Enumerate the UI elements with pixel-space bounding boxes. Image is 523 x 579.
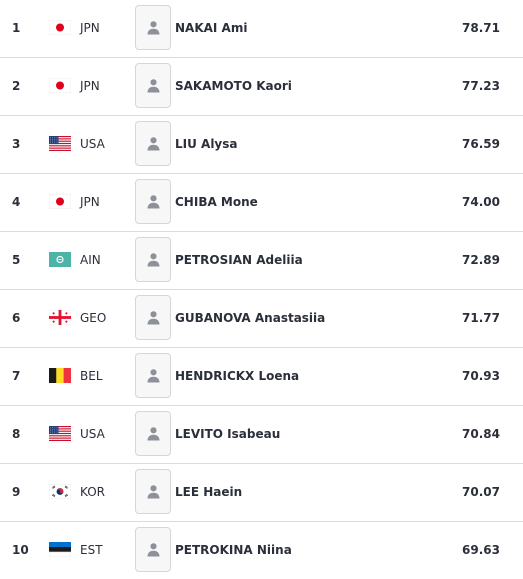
- athlete-name[interactable]: SAKAMOTO Kaori: [175, 79, 292, 93]
- score-value: 69.63: [462, 543, 500, 557]
- athlete-name[interactable]: LEE Haein: [175, 485, 243, 499]
- athlete-name[interactable]: LEVITO Isabeau: [175, 427, 281, 441]
- nation-code: EST: [80, 543, 103, 557]
- rank-number: 5: [12, 253, 21, 267]
- score-value: 74.00: [462, 195, 500, 209]
- athlete-avatar[interactable]: [135, 5, 171, 50]
- nation-code: USA: [80, 427, 105, 441]
- nation-code: BEL: [80, 369, 103, 383]
- score-value: 70.84: [462, 427, 500, 441]
- result-row[interactable]: 7 BEL HENDRICKX Loena 70.93: [0, 348, 523, 406]
- rank-number: 8: [12, 427, 21, 441]
- athlete-name[interactable]: PETROSIAN Adeliia: [175, 253, 303, 267]
- rank-number: 10: [12, 543, 29, 557]
- usa-flag-icon: [49, 426, 71, 441]
- athlete-avatar[interactable]: [135, 63, 171, 108]
- rank-number: 2: [12, 79, 21, 93]
- korea-flag-icon: [49, 484, 71, 499]
- score-value: 77.23: [462, 79, 500, 93]
- nation-code: USA: [80, 137, 105, 151]
- nation-code: JPN: [80, 21, 100, 35]
- score-value: 71.77: [462, 311, 500, 325]
- athlete-name[interactable]: NAKAI Ami: [175, 21, 248, 35]
- nation-code: GEO: [80, 311, 107, 325]
- belgium-flag-icon: [49, 368, 71, 383]
- athlete-name[interactable]: HENDRICKX Loena: [175, 369, 300, 383]
- athlete-name[interactable]: LIU Alysa: [175, 137, 238, 151]
- result-row[interactable]: 2 JPN SAKAMOTO Kaori 77.23: [0, 58, 523, 116]
- ain-flag-icon: [49, 252, 71, 267]
- nation-code: JPN: [80, 79, 100, 93]
- result-row[interactable]: 5 AIN PETROSIAN Adeliia 72.89: [0, 232, 523, 290]
- athlete-avatar[interactable]: [135, 179, 171, 224]
- athlete-name[interactable]: PETROKINA Niina: [175, 543, 292, 557]
- score-value: 70.93: [462, 369, 500, 383]
- nation-code: KOR: [80, 485, 105, 499]
- japan-flag-icon: [49, 20, 71, 35]
- nation-code: AIN: [80, 253, 101, 267]
- rank-number: 9: [12, 485, 21, 499]
- georgia-flag-icon: [49, 310, 71, 325]
- athlete-name[interactable]: CHIBA Mone: [175, 195, 258, 209]
- usa-flag-icon: [49, 136, 71, 151]
- result-row[interactable]: 4 JPN CHIBA Mone 74.00: [0, 174, 523, 232]
- athlete-avatar[interactable]: [135, 237, 171, 282]
- athlete-name[interactable]: GUBANOVA Anastasiia: [175, 311, 326, 325]
- nation-code: JPN: [80, 195, 100, 209]
- athlete-avatar[interactable]: [135, 121, 171, 166]
- athlete-avatar[interactable]: [135, 295, 171, 340]
- athlete-avatar[interactable]: [135, 527, 171, 572]
- rank-number: 7: [12, 369, 21, 383]
- score-value: 76.59: [462, 137, 500, 151]
- athlete-avatar[interactable]: [135, 353, 171, 398]
- rank-number: 4: [12, 195, 21, 209]
- result-row[interactable]: 8 USA LEVITO Isabeau 70.84: [0, 406, 523, 464]
- result-row[interactable]: 1 JPN NAKAI Ami 78.71: [0, 0, 523, 58]
- japan-flag-icon: [49, 194, 71, 209]
- rank-number: 1: [12, 21, 21, 35]
- rank-number: 6: [12, 311, 21, 325]
- result-row[interactable]: 3 USA LIU Alysa 76.59: [0, 116, 523, 174]
- result-row[interactable]: 6 GEO GUBANOVA Anastasiia 71.77: [0, 290, 523, 348]
- rank-number: 3: [12, 137, 21, 151]
- result-row[interactable]: 10 EST PETROKINA Niina 69.63: [0, 522, 523, 579]
- score-value: 70.07: [462, 485, 500, 499]
- estonia-flag-icon: [49, 542, 71, 557]
- athlete-avatar[interactable]: [135, 411, 171, 456]
- japan-flag-icon: [49, 78, 71, 93]
- score-value: 78.71: [462, 21, 500, 35]
- score-value: 72.89: [462, 253, 500, 267]
- athlete-avatar[interactable]: [135, 469, 171, 514]
- result-row[interactable]: 9 KOR LEE Haein 70.07: [0, 464, 523, 522]
